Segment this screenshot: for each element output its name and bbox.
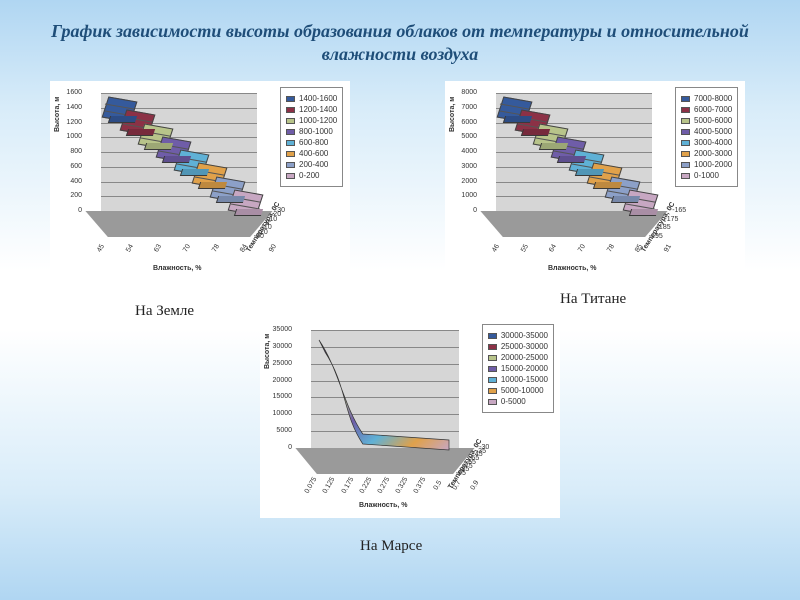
legend-item: 6000-7000 [681,105,732,114]
caption-titan: На Титане [560,291,626,308]
legend-item: 20000-25000 [488,353,548,362]
legend-mars: 30000-35000 25000-30000 20000-25000 15000-2… [482,324,554,413]
legend-item: 800-1000 [286,127,337,136]
legend-item: 4000-5000 [681,127,732,136]
legend-item: 2000-3000 [681,149,732,158]
chart-mars: 05000100001500020000250003000035000Высот… [260,318,560,518]
legend-item: 15000-20000 [488,364,548,373]
legend-item: 5000-6000 [681,116,732,125]
chart-titan: 010002000300040005000600070008000Высота,… [445,81,745,281]
slide-title: График зависимости высоты образования об… [0,0,800,73]
legend-item: 30000-35000 [488,331,548,340]
legend-item: 400-600 [286,149,337,158]
legend-titan: 7000-8000 6000-7000 5000-6000 4000-5000 3000… [675,87,738,187]
legend-item: 1000-1200 [286,116,337,125]
legend-item: 5000-10000 [488,386,548,395]
caption-earth: На Земле [135,303,194,320]
legend-item: 1200-1400 [286,105,337,114]
legend-item: 600-800 [286,138,337,147]
chart-earth: 02004006008001000120014001600Высота, мВл… [50,81,350,281]
caption-mars: На Марсе [360,538,422,555]
legend-item: 0-1000 [681,171,732,180]
legend-item: 3000-4000 [681,138,732,147]
legend-item: 25000-30000 [488,342,548,351]
legend-item: 1400-1600 [286,94,337,103]
legend-item: 7000-8000 [681,94,732,103]
legend-earth: 1400-1600 1200-1400 1000-1200 800-1000 600-8… [280,87,343,187]
legend-item: 0-5000 [488,397,548,406]
charts-area: 02004006008001000120014001600Высота, мВл… [0,73,800,583]
legend-item: 10000-15000 [488,375,548,384]
legend-item: 200-400 [286,160,337,169]
legend-item: 0-200 [286,171,337,180]
legend-item: 1000-2000 [681,160,732,169]
